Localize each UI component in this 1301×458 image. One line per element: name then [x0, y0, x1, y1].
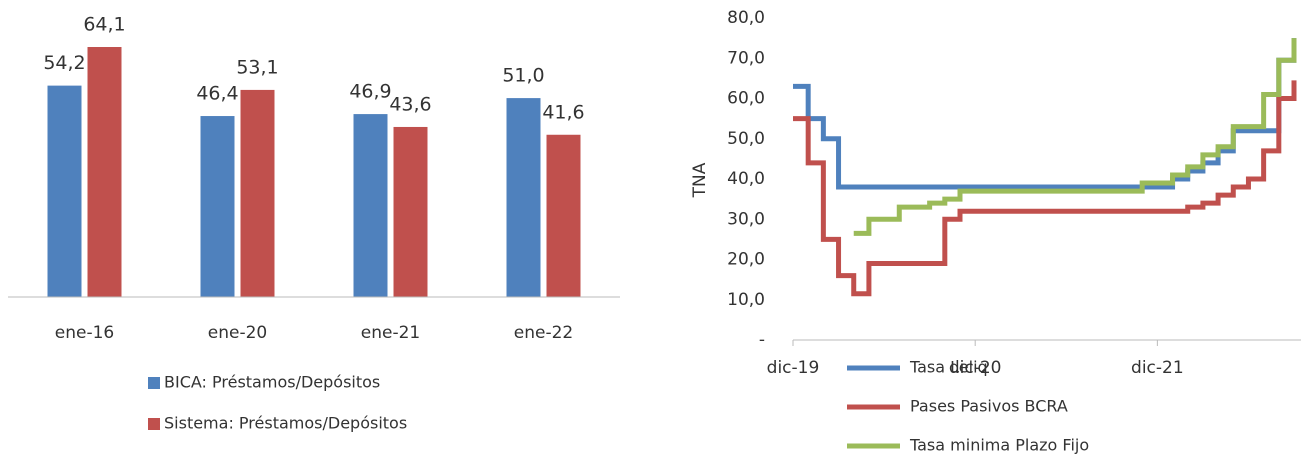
y-tick-label: 20,0	[727, 250, 765, 270]
line	[793, 38, 1297, 190]
value-label: 43,6	[389, 93, 431, 115]
legend-label: Pases Pasivos BCRA	[910, 397, 1068, 416]
value-label: 46,9	[349, 81, 391, 103]
legend-swatch	[148, 377, 160, 389]
y-tick-label: 10,0	[727, 290, 765, 310]
y-tick-label: 80,0	[727, 8, 765, 28]
legend-label: Sistema: Préstamos/Depósitos	[164, 414, 407, 433]
x-tick-label: ene-21	[361, 323, 420, 343]
line	[853, 38, 1297, 236]
y-tick-label: 40,0	[727, 169, 765, 189]
value-label: 51,0	[502, 65, 544, 87]
value-label: 64,1	[83, 14, 125, 36]
value-label: 53,1	[236, 56, 278, 78]
y-axis-label: TNA	[690, 162, 710, 198]
bar	[200, 116, 235, 297]
x-tick-label: ene-16	[55, 323, 114, 343]
x-tick-label: ene-22	[514, 323, 573, 343]
value-label: 41,6	[542, 101, 584, 123]
y-tick-label: -	[759, 330, 765, 350]
bar	[240, 89, 275, 297]
x-tick-label: ene-20	[208, 323, 267, 343]
y-tick-label: 30,0	[727, 209, 765, 229]
bar	[546, 134, 581, 297]
value-label: 54,2	[43, 52, 85, 74]
legend-label: Tasa minima Plazo Fijo	[909, 436, 1089, 455]
bar	[47, 85, 82, 298]
legend-swatch	[148, 418, 160, 430]
bar	[506, 98, 541, 297]
y-tick-label: 50,0	[727, 129, 765, 149]
y-tick-label: 60,0	[727, 89, 765, 109]
legend-label: BICA: Préstamos/Depósitos	[164, 373, 380, 392]
bar	[393, 126, 428, 298]
x-tick-label: dic-20	[949, 358, 1002, 378]
bar	[353, 114, 388, 297]
value-label: 46,4	[196, 83, 238, 105]
x-tick-label: dic-19	[767, 358, 820, 378]
line	[793, 80, 1297, 297]
y-tick-label: 70,0	[727, 48, 765, 68]
x-tick-label: dic-21	[1131, 358, 1184, 378]
bar	[87, 47, 122, 298]
legend-label: Tasa Leliq	[909, 358, 988, 377]
